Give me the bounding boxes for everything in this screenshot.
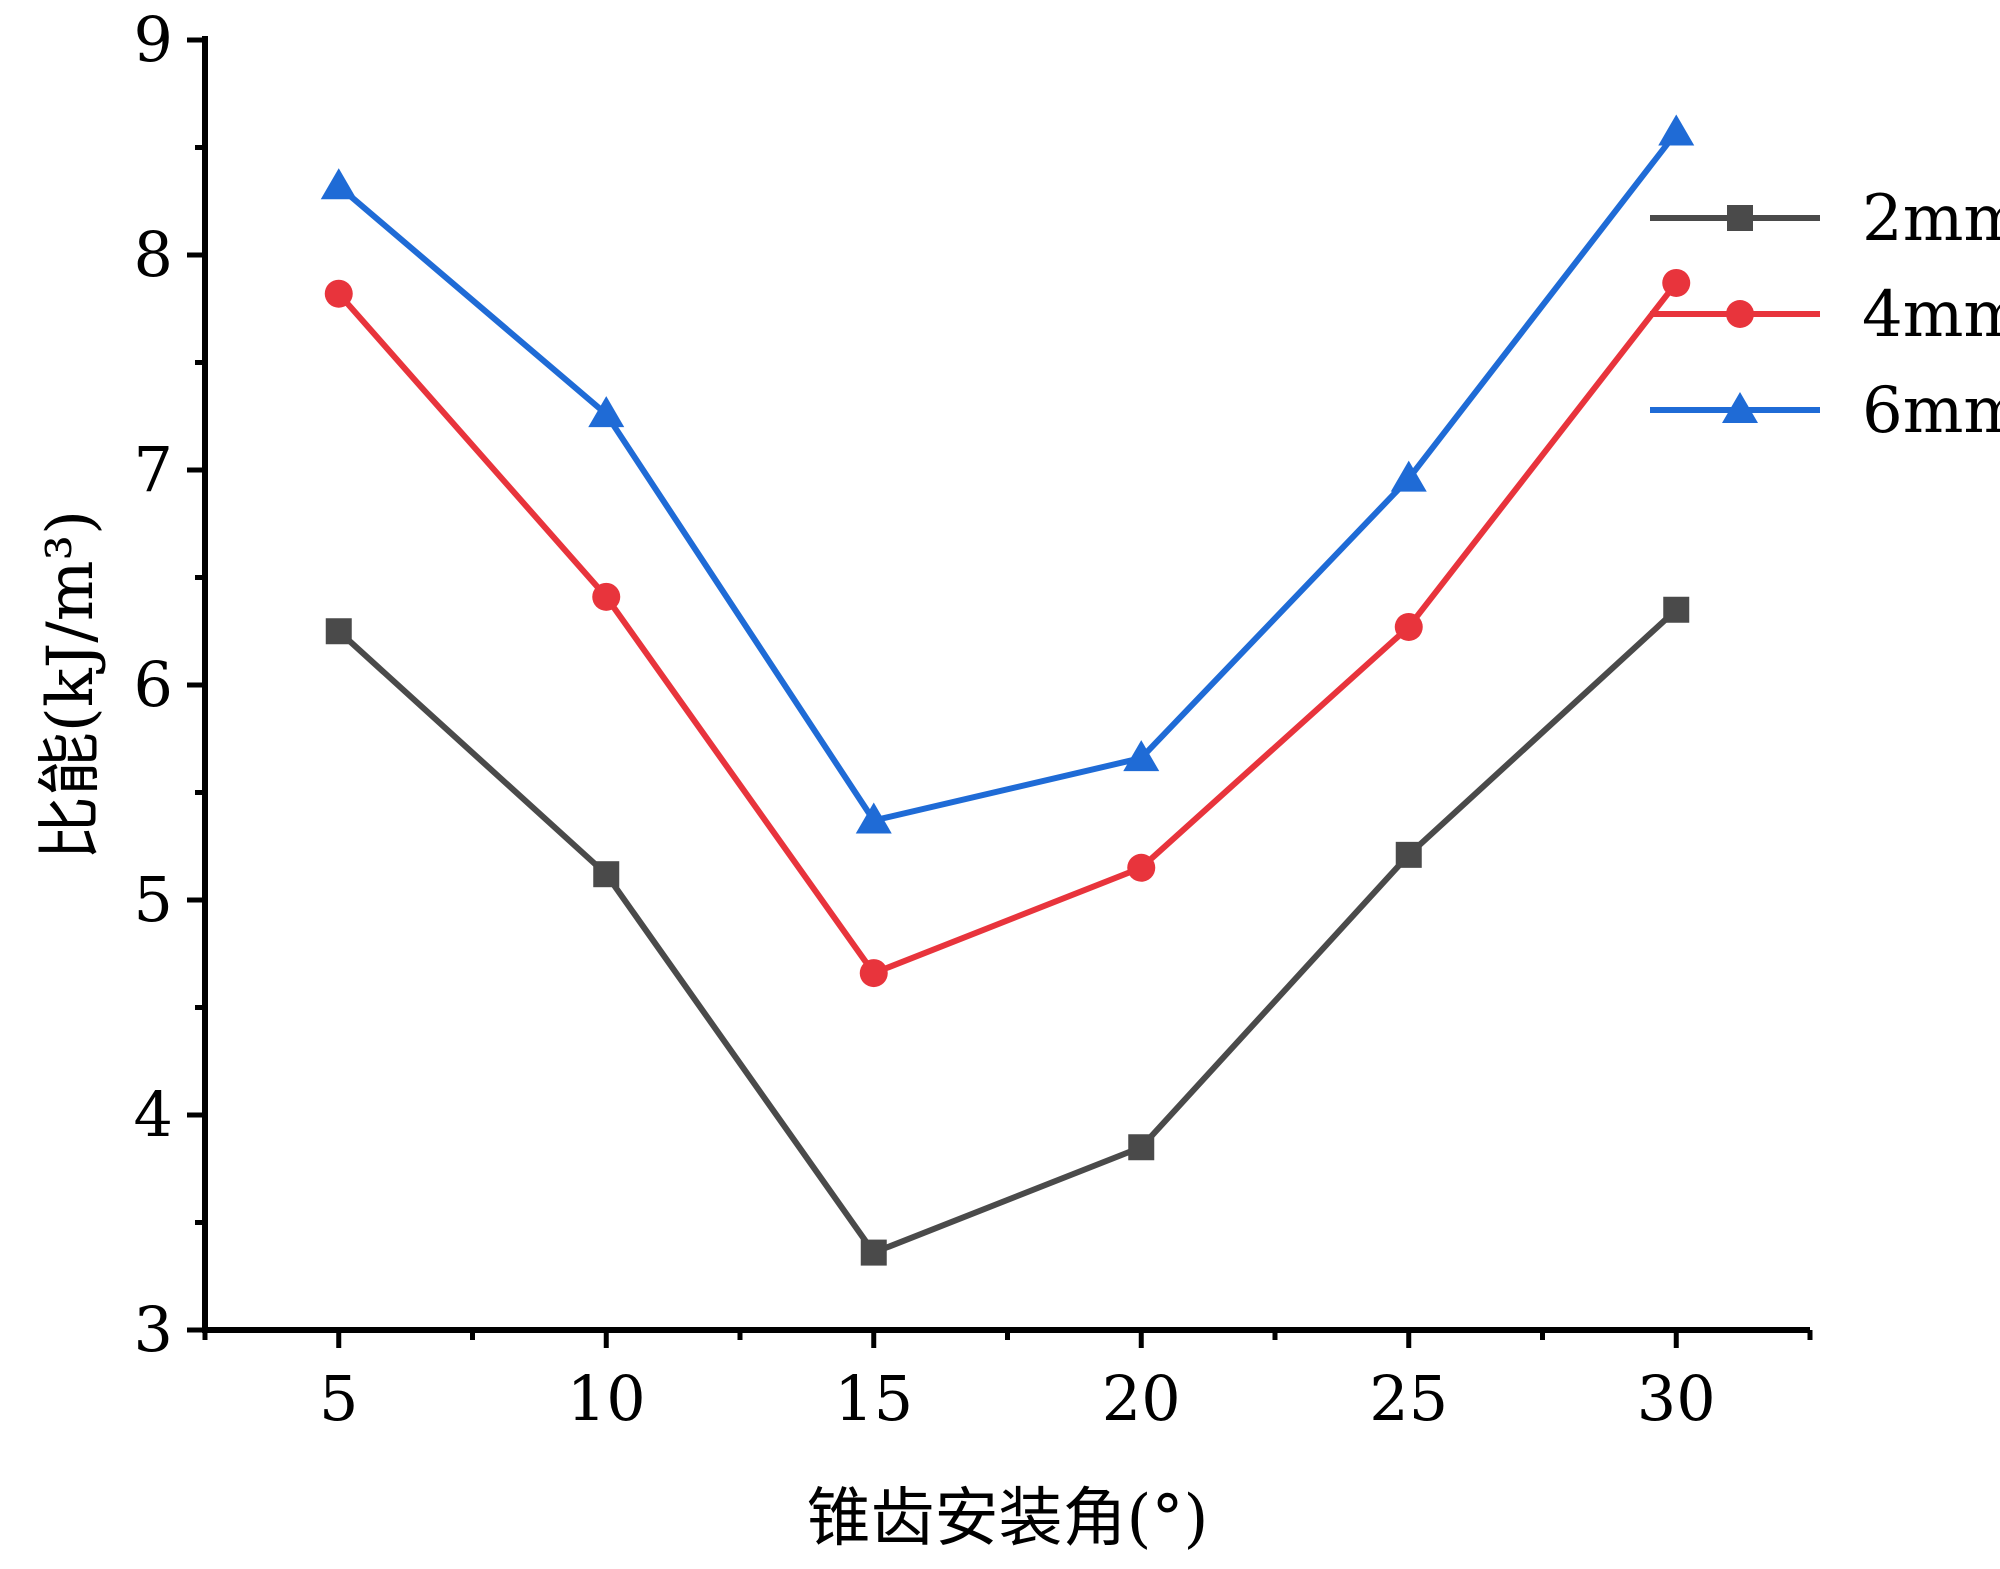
x-tick-label: 10 — [567, 1362, 646, 1435]
data-point — [860, 1239, 887, 1266]
data-point — [324, 279, 353, 308]
data-point — [320, 168, 357, 200]
data-point — [1658, 114, 1695, 146]
data-point — [592, 582, 621, 611]
y-tick-label: 4 — [134, 1078, 173, 1151]
data-point — [593, 861, 620, 888]
data-point — [588, 396, 625, 428]
data-point — [1127, 853, 1156, 882]
y-tick-label: 6 — [134, 648, 173, 721]
legend-item: 4mm — [1650, 278, 2000, 352]
series-6mm — [320, 114, 1695, 834]
y-tick-label: 9 — [134, 3, 173, 76]
x-tick-label: 15 — [834, 1362, 913, 1435]
data-point — [859, 959, 888, 988]
series-line — [336, 130, 1679, 824]
x-axis-title: 锥齿安装角(°) — [807, 1482, 1209, 1556]
data-point — [855, 802, 892, 834]
series-4mm — [324, 268, 1691, 988]
y-tick-label: 8 — [134, 218, 173, 291]
legend: 2mm 4mm 6mm — [1650, 182, 2000, 448]
x-tick-label: 30 — [1637, 1362, 1716, 1435]
x-tick-label: 5 — [319, 1362, 358, 1435]
y-axis-title: 比能(kJ/m³) — [34, 510, 108, 860]
data-point — [1394, 612, 1423, 641]
series-line — [336, 607, 1679, 1256]
data-point — [1128, 1134, 1155, 1161]
data-point — [1662, 268, 1691, 297]
legend-label: 2mm — [1862, 182, 2000, 256]
series-2mm — [325, 596, 1690, 1266]
legend-item: 2mm — [1650, 182, 2000, 256]
y-tick-label: 3 — [134, 1293, 173, 1366]
y-tick-label: 7 — [134, 433, 173, 506]
series-layer — [320, 114, 1695, 1266]
legend-marker — [1722, 392, 1758, 423]
legend-marker — [1726, 300, 1754, 328]
x-tick-label: 25 — [1369, 1362, 1448, 1435]
legend-label: 4mm — [1862, 278, 2000, 352]
data-point — [1663, 596, 1690, 623]
data-point — [1123, 740, 1160, 772]
legend-label: 6mm — [1862, 374, 2000, 448]
series-line — [336, 281, 1679, 977]
axes: 3 4 5 6 7 8 9 5 10 15 20 25 30 — [134, 3, 1813, 1435]
data-point — [1395, 841, 1422, 868]
legend-marker — [1727, 205, 1753, 231]
data-point — [1390, 460, 1427, 492]
y-tick-label: 5 — [134, 863, 173, 936]
legend-item: 6mm — [1650, 374, 2000, 448]
x-tick-label: 20 — [1102, 1362, 1181, 1435]
data-point — [325, 618, 352, 645]
